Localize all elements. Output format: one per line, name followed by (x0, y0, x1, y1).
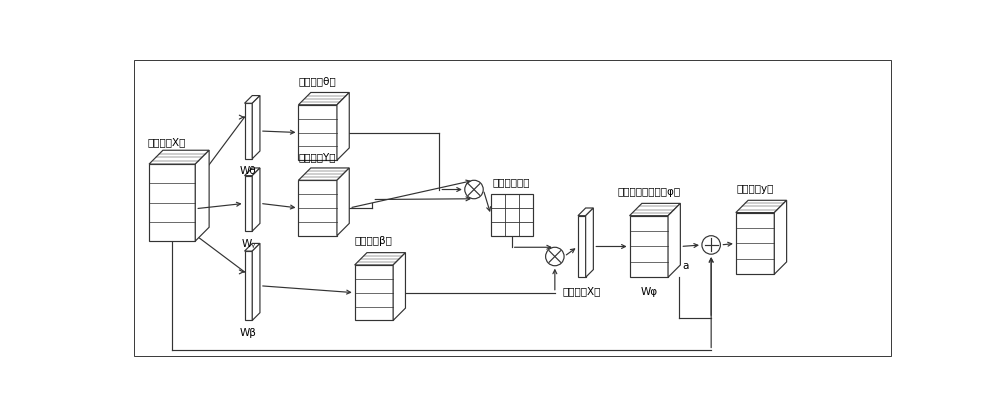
Polygon shape (252, 96, 260, 159)
Text: 特征图（X）: 特征图（X） (563, 286, 601, 296)
Text: 特征图（y）: 特征图（y） (736, 184, 774, 194)
Text: 特征图（Y）: 特征图（Y） (299, 152, 336, 162)
Polygon shape (245, 96, 260, 103)
Polygon shape (668, 203, 680, 277)
Polygon shape (337, 92, 349, 160)
Polygon shape (245, 243, 260, 251)
Polygon shape (393, 253, 405, 320)
Polygon shape (245, 176, 252, 231)
Polygon shape (578, 208, 593, 216)
Polygon shape (337, 168, 349, 236)
Polygon shape (355, 265, 393, 320)
Polygon shape (578, 216, 586, 277)
Text: 特征图（X）: 特征图（X） (148, 138, 186, 147)
Circle shape (702, 236, 720, 254)
Circle shape (465, 180, 483, 199)
Polygon shape (149, 150, 209, 164)
Polygon shape (245, 103, 252, 159)
Text: Wφ: Wφ (640, 286, 657, 296)
Polygon shape (774, 200, 787, 274)
Polygon shape (298, 168, 349, 180)
Text: Wθ: Wθ (240, 166, 257, 177)
Text: Wβ: Wβ (240, 328, 257, 338)
Polygon shape (355, 253, 405, 265)
Text: a: a (683, 261, 689, 271)
Polygon shape (736, 213, 774, 274)
Polygon shape (252, 168, 260, 231)
Polygon shape (149, 164, 195, 241)
Polygon shape (736, 200, 787, 213)
Polygon shape (586, 208, 593, 277)
Polygon shape (298, 92, 349, 105)
Text: 注意力分数图: 注意力分数图 (493, 177, 530, 187)
Polygon shape (252, 243, 260, 320)
Text: 自注意力特征图（φ）: 自注意力特征图（φ） (617, 187, 680, 197)
Bar (491, 194, 533, 236)
Polygon shape (245, 168, 260, 176)
Polygon shape (630, 216, 668, 277)
Text: 特征图（β）: 特征图（β） (355, 237, 393, 247)
Circle shape (546, 247, 564, 266)
Text: Wᵧ: Wᵧ (241, 239, 255, 249)
Polygon shape (245, 251, 252, 320)
Polygon shape (630, 203, 680, 216)
Polygon shape (195, 150, 209, 241)
Polygon shape (298, 105, 337, 160)
Polygon shape (298, 180, 337, 236)
Text: 特征图（θ）: 特征图（θ） (299, 76, 337, 86)
